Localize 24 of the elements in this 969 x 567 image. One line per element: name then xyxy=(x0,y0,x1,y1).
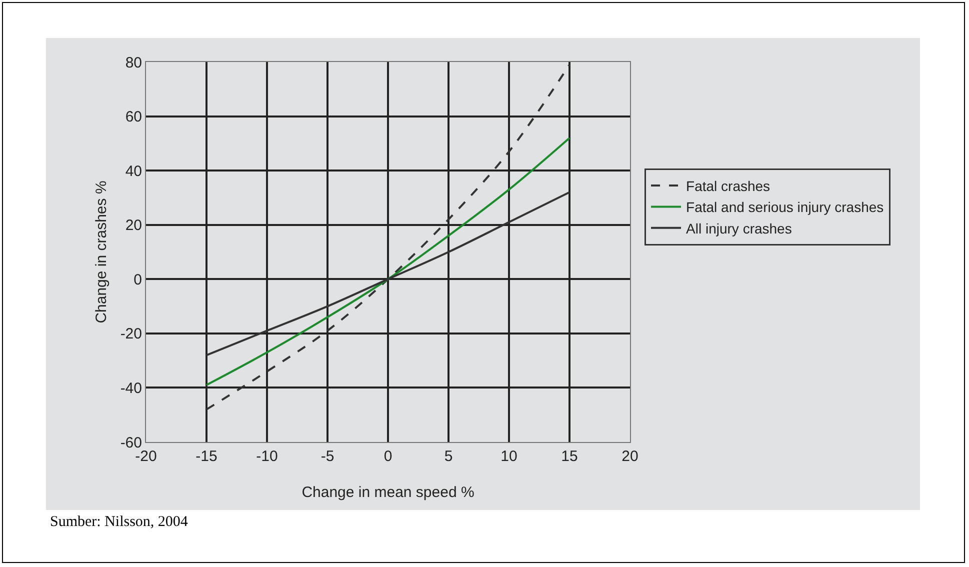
y-tick-label: 40 xyxy=(125,162,142,180)
y-tick-label: 20 xyxy=(125,217,142,234)
y-tick-label: 80 xyxy=(125,54,142,72)
x-tick-label: -5 xyxy=(320,448,334,465)
y-tick-label: 60 xyxy=(125,108,142,126)
legend-label: Fatal and serious injury crashes xyxy=(686,199,884,216)
legend-label: All injury crashes xyxy=(686,220,792,236)
y-tick-label: 0 xyxy=(134,271,142,288)
line-series xyxy=(206,137,570,386)
y-axis-title: Change in crashes % xyxy=(93,180,110,324)
y-tick-label: -20 xyxy=(120,326,142,343)
line-series xyxy=(206,64,570,410)
x-axis-title: Change in mean speed % xyxy=(302,484,474,501)
y-tick-label: -60 xyxy=(120,434,142,452)
x-tick-label: -15 xyxy=(196,448,218,465)
x-tick-label: -10 xyxy=(256,448,278,465)
x-tick-label: 0 xyxy=(384,448,392,465)
x-tick-label: 10 xyxy=(500,448,518,465)
legend-label: Fatal crashes xyxy=(686,178,770,194)
text: Sumber: Nilsson, 2004 xyxy=(50,514,188,531)
x-tick-label: 20 xyxy=(622,448,638,465)
x-tick-label: 15 xyxy=(561,448,578,465)
y-tick-label: -40 xyxy=(120,380,142,397)
x-tick-label: 5 xyxy=(444,448,453,465)
